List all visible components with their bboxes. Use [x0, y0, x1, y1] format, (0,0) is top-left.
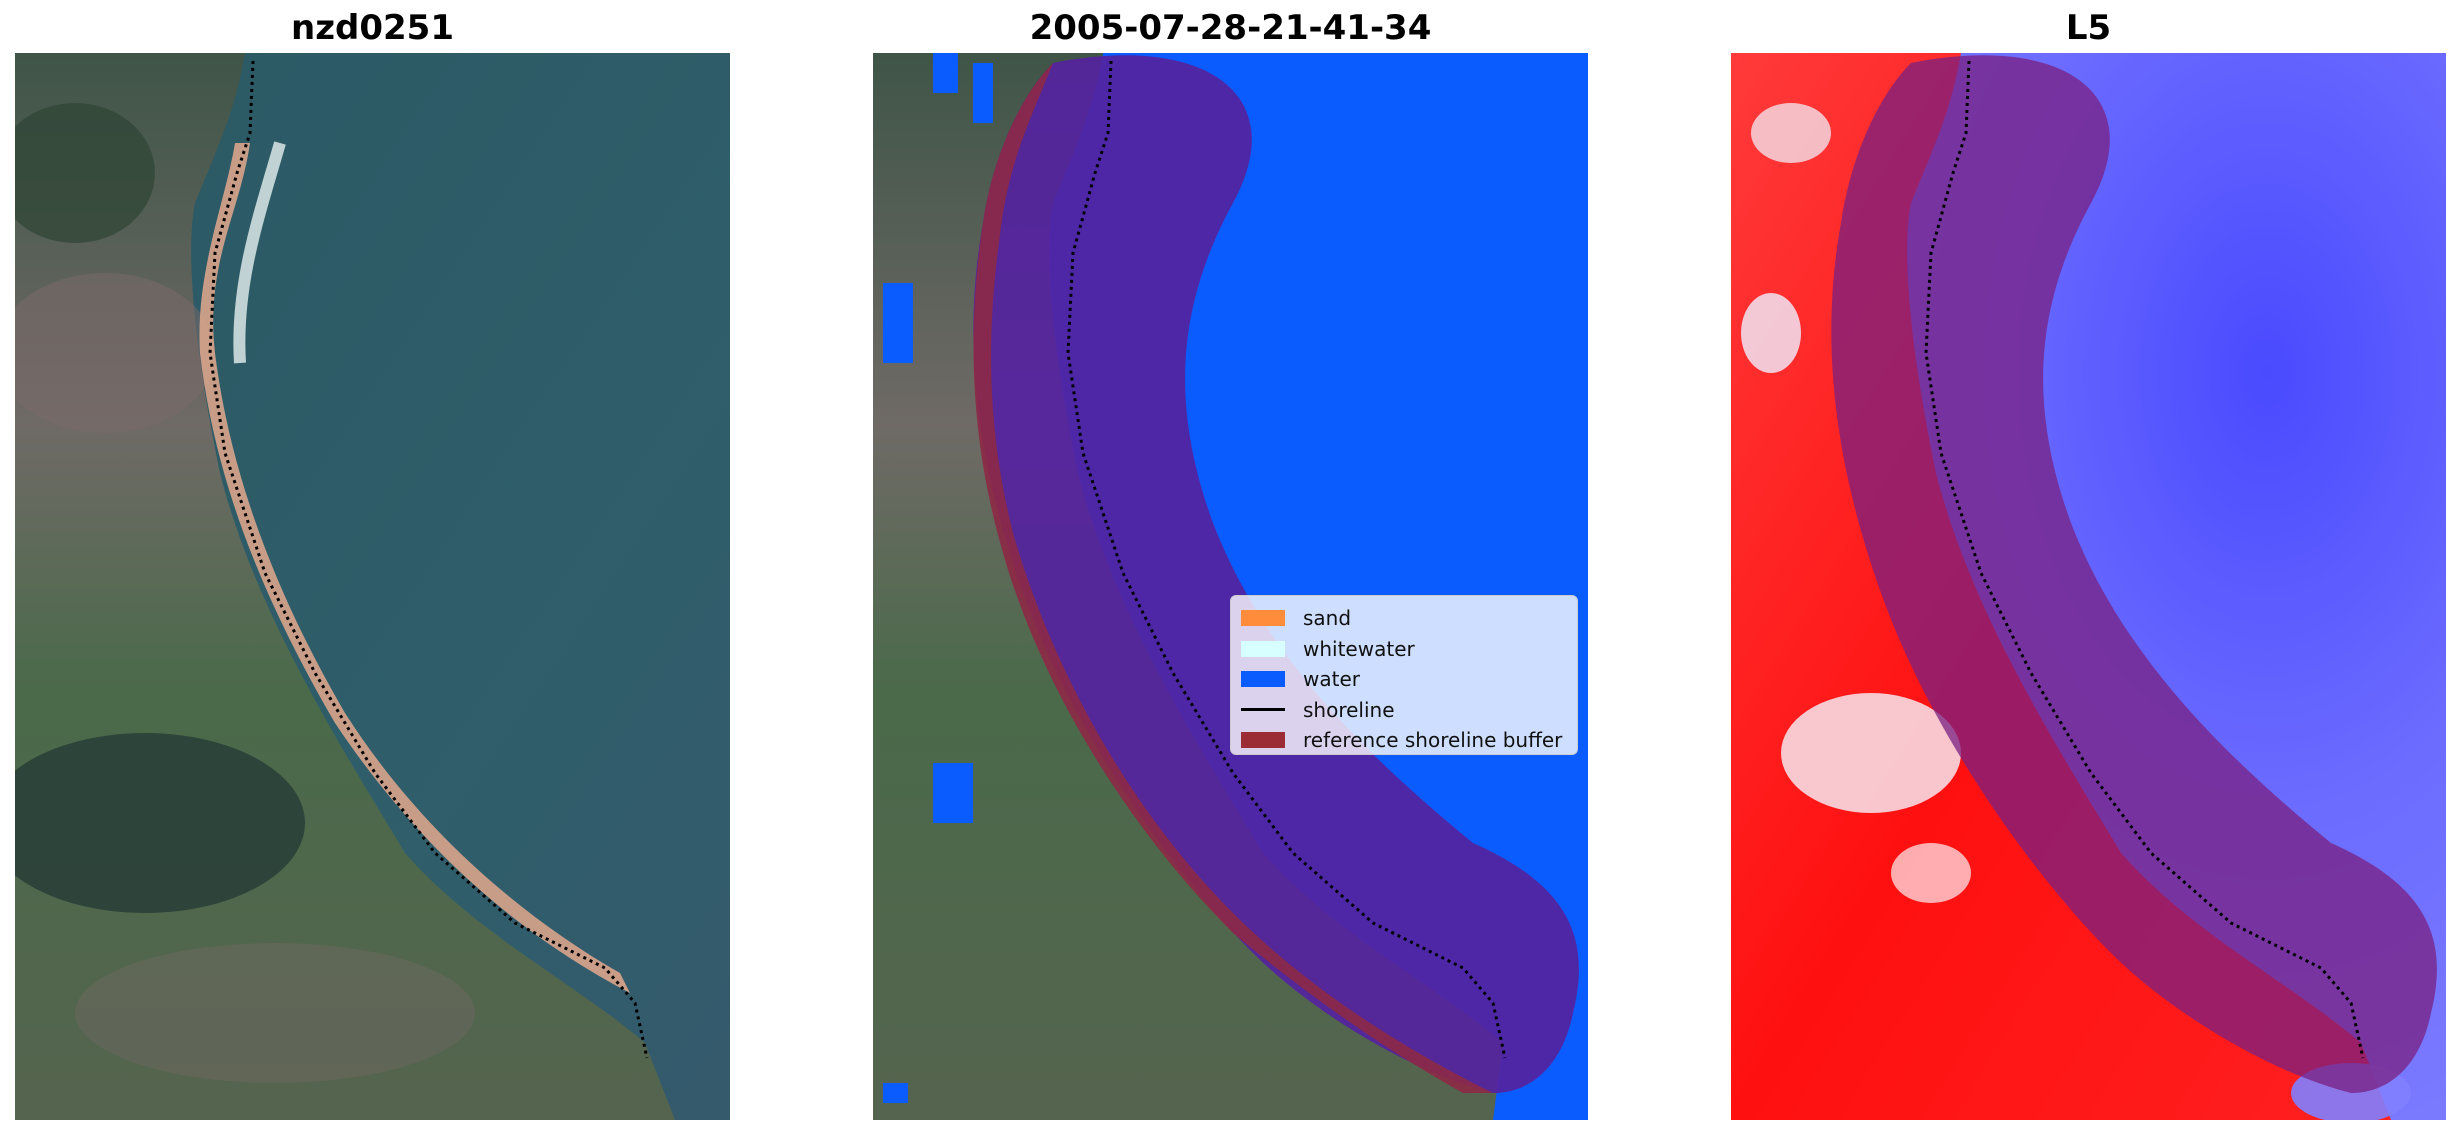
- panel-title-rgb: nzd0251: [291, 8, 454, 48]
- legend-label: shoreline: [1303, 697, 1395, 722]
- whitewater-surf: [233, 141, 286, 364]
- panel-title-index: L5: [2065, 8, 2112, 48]
- shoreline: [1924, 60, 2365, 1059]
- index-image-panel: [1731, 53, 2446, 1120]
- rgb-image-panel: [15, 53, 730, 1120]
- dark-vegetation-north: [15, 103, 155, 243]
- bright-patch: [1751, 103, 1831, 163]
- hill-ridge: [75, 943, 475, 1083]
- bright-patch: [1741, 293, 1801, 373]
- classified-image: [873, 53, 1588, 1120]
- whitewater-swatch: [1241, 640, 1285, 657]
- water-patch: [883, 283, 913, 363]
- water-patch: [933, 53, 958, 93]
- reference-shoreline-buffer: [973, 55, 1579, 1093]
- legend-item-water: water: [1241, 664, 1567, 695]
- legend-label: whitewater: [1303, 636, 1415, 661]
- legend-item-whitewater: whitewater: [1241, 634, 1567, 665]
- legend-label: sand: [1303, 606, 1352, 631]
- water-swatch: [1241, 671, 1285, 688]
- shoreline: [1066, 60, 1507, 1059]
- rgb-satellite-image: [15, 53, 730, 1120]
- reference-shoreline-buffer: [1831, 55, 2437, 1093]
- bright-patch: [1781, 693, 1961, 813]
- legend-item-sand: sand: [1241, 603, 1567, 634]
- shoreline-swatch: [1241, 708, 1285, 712]
- panel-title-classified: 2005-07-28-21-41-34: [1029, 8, 1432, 48]
- legend: sand whitewater water shoreline referenc…: [1230, 595, 1578, 755]
- legend-item-shoreline: shoreline: [1241, 695, 1567, 726]
- sandy-beach: [199, 143, 631, 993]
- buffer-swatch: [1241, 732, 1285, 749]
- water-patch: [973, 63, 993, 123]
- shoreline: [208, 60, 649, 1059]
- bare-land-patch: [15, 273, 215, 433]
- dark-vegetation: [15, 733, 305, 913]
- sand-swatch: [1241, 610, 1285, 627]
- bright-patch: [1891, 843, 1971, 903]
- legend-item-buffer: reference shoreline buffer: [1241, 725, 1567, 756]
- legend-label: water: [1303, 667, 1360, 692]
- legend-label: reference shoreline buffer: [1303, 728, 1563, 753]
- index-image: [1731, 53, 2446, 1120]
- classified-image-panel: [873, 53, 1588, 1120]
- water-patch: [883, 1083, 908, 1103]
- water-patch: [933, 763, 973, 823]
